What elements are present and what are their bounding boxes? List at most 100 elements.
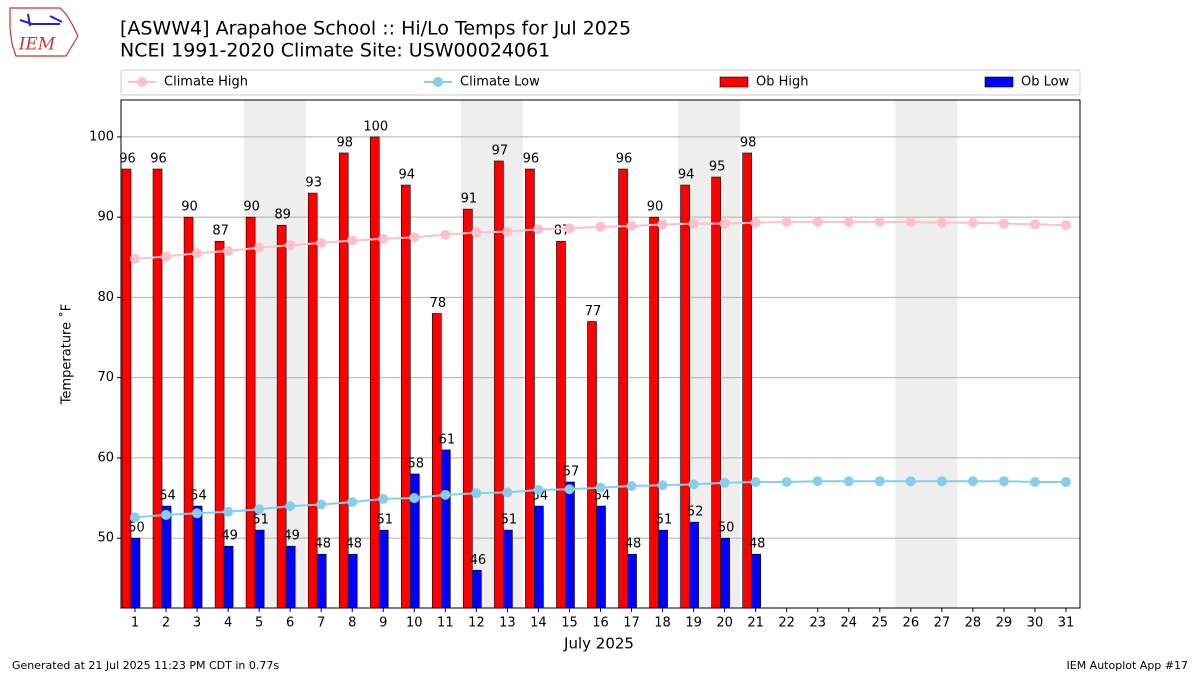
marker <box>347 235 358 246</box>
bar <box>152 168 163 609</box>
marker <box>378 493 389 504</box>
data-label: 96 <box>616 152 633 167</box>
marker <box>595 221 606 232</box>
data-label: 77 <box>585 304 602 319</box>
bar <box>658 529 668 609</box>
x-tick-label: 16 <box>592 616 609 631</box>
x-tick-label: 8 <box>348 616 356 631</box>
data-label: 90 <box>181 200 198 215</box>
bar <box>525 168 535 609</box>
bar <box>214 240 225 609</box>
bar <box>121 168 132 609</box>
data-label: 51 <box>376 513 393 528</box>
marker <box>502 487 513 498</box>
legend-box <box>120 69 1081 96</box>
marker <box>812 476 823 487</box>
marker <box>626 220 637 231</box>
x-tick-label: 3 <box>193 616 201 631</box>
marker <box>409 232 420 243</box>
chart-title: [ASWW4] Arapahoe School :: Hi/Lo Temps f… <box>120 18 631 40</box>
bar <box>720 537 730 609</box>
x-tick-label: 24 <box>840 616 857 631</box>
x-tick-label: 4 <box>224 616 232 631</box>
x-tick-label: 21 <box>747 616 764 631</box>
data-label: 50 <box>718 521 735 536</box>
marker <box>688 479 699 490</box>
y-tick-label: 100 <box>89 129 114 144</box>
marker <box>1060 477 1071 488</box>
marker <box>719 218 730 229</box>
bar <box>161 505 172 609</box>
data-label: 52 <box>687 505 704 520</box>
marker <box>564 484 575 495</box>
marker <box>161 251 172 262</box>
bar <box>130 537 141 609</box>
data-label: 54 <box>159 489 176 504</box>
footer-right: IEM Autoplot App #17 <box>1067 659 1189 672</box>
data-label: 50 <box>128 521 145 536</box>
marker <box>657 480 668 491</box>
data-label: 91 <box>461 192 478 207</box>
marker <box>657 219 668 230</box>
x-tick-label: 1 <box>131 616 139 631</box>
y-tick-label: 60 <box>97 450 114 465</box>
footer-left: Generated at 21 Jul 2025 11:23 PM CDT in… <box>12 659 279 672</box>
marker <box>471 488 482 499</box>
marker <box>564 223 575 234</box>
data-label: 49 <box>283 529 300 544</box>
x-tick-label: 10 <box>406 616 423 631</box>
x-tick-label: 11 <box>437 616 454 631</box>
bar <box>565 481 575 609</box>
y-tick-label: 90 <box>97 210 114 225</box>
data-label: 46 <box>470 553 487 568</box>
bar <box>254 529 265 609</box>
bar <box>556 240 566 609</box>
x-tick-label: 17 <box>623 616 640 631</box>
bar <box>649 216 659 609</box>
data-label: 94 <box>399 168 416 183</box>
data-label: 90 <box>647 200 664 215</box>
marker <box>781 216 792 227</box>
x-tick-label: 31 <box>1058 616 1075 631</box>
marker <box>440 489 451 500</box>
bar <box>751 553 761 609</box>
data-label: 90 <box>243 200 260 215</box>
bar <box>463 208 473 609</box>
plot: 96 96908790899398100947891979687779690949… <box>119 119 1071 609</box>
data-label: 96 <box>150 152 167 167</box>
bar <box>534 505 544 609</box>
legend-swatch <box>137 77 147 87</box>
bar <box>494 160 504 609</box>
x-tick-label: 22 <box>778 616 795 631</box>
weekend-shade <box>895 100 958 608</box>
logo-text: IEM <box>18 35 56 55</box>
marker <box>812 216 823 227</box>
marker <box>998 218 1009 229</box>
x-tick-label: 25 <box>872 616 889 631</box>
bar <box>378 529 389 609</box>
marker <box>533 224 544 235</box>
bar <box>596 505 606 609</box>
data-label: 87 <box>212 224 229 239</box>
marker <box>1060 220 1071 231</box>
bar <box>587 321 597 609</box>
marker <box>905 476 916 487</box>
marker <box>316 237 327 248</box>
x-tick-label: 7 <box>317 616 325 631</box>
logo-outline <box>9 7 79 57</box>
marker <box>347 497 358 508</box>
marker <box>502 226 513 237</box>
marker <box>874 476 885 487</box>
bar <box>711 176 721 609</box>
bar <box>369 136 380 609</box>
bar <box>689 521 699 609</box>
data-label: 48 <box>625 537 642 552</box>
marker <box>161 509 172 520</box>
x-tick-label: 9 <box>379 616 387 631</box>
x-tick-label: 19 <box>685 616 702 631</box>
data-label: 94 <box>678 168 695 183</box>
x-tick-label: 13 <box>499 616 516 631</box>
logo: IEM <box>9 7 79 57</box>
data-label: 98 <box>740 135 757 150</box>
